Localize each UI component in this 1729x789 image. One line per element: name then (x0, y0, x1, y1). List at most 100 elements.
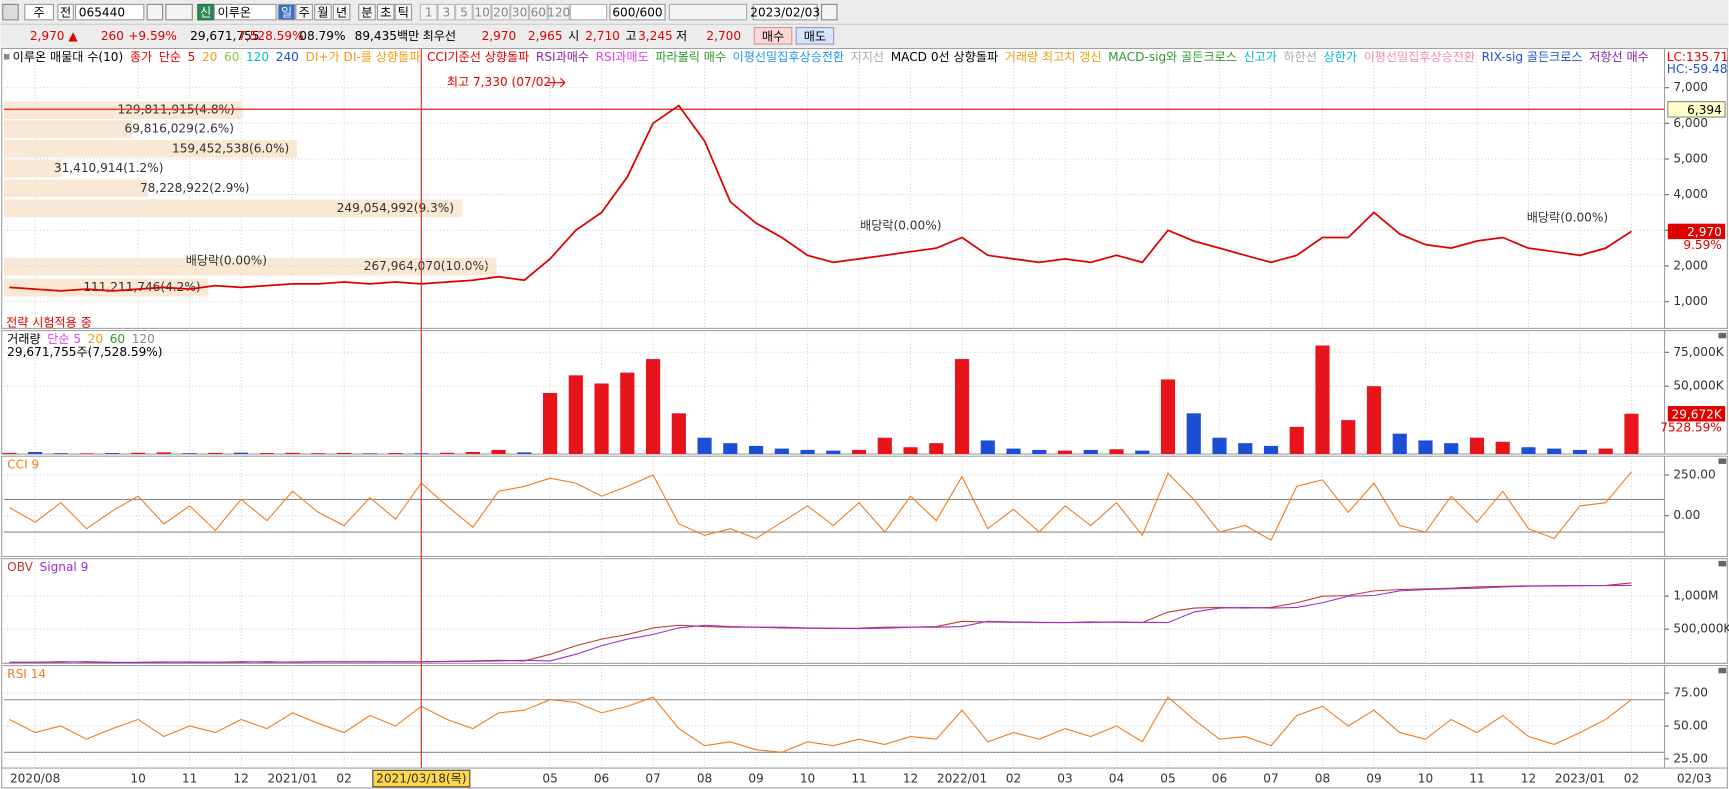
y-tick-label: 75,000K (1673, 345, 1724, 359)
legend-item: DI+가 DI-를 상향돌파 (306, 50, 421, 64)
x-tick-label: 11 (1469, 772, 1484, 786)
prefix-select-box[interactable] (57, 3, 74, 21)
search-icon[interactable] (146, 3, 164, 21)
panel-frame (1, 558, 1728, 664)
volume-bar (311, 453, 326, 455)
volume-profile-band (3, 278, 209, 297)
x-tick-label: 07 (645, 772, 660, 786)
sound-icon[interactable] (165, 3, 193, 21)
legend-item: RSI 14 (7, 667, 46, 681)
minute-button-box[interactable] (547, 3, 570, 21)
interval-button-box[interactable] (376, 3, 395, 21)
quote-open-label: 시 (568, 29, 579, 43)
legend-item: 신고가 (1243, 50, 1276, 64)
volume-bar (748, 445, 764, 455)
stock-code-box[interactable] (74, 3, 145, 21)
interval-button-box[interactable] (332, 3, 351, 21)
volume-bar (594, 383, 609, 455)
last-value-box (1667, 406, 1726, 422)
volume-bar (1212, 437, 1227, 455)
volume-bar (1238, 443, 1253, 455)
annotation: 배당락(0.00%) (860, 218, 941, 232)
legend-item: 60 (224, 50, 239, 64)
volume-bar (234, 452, 249, 455)
y-tick-label: 1,000M (1673, 589, 1718, 603)
interval-button: 분 (361, 6, 372, 20)
volume-bar (440, 452, 455, 455)
volume-bar (877, 437, 892, 455)
minute-button-box[interactable] (528, 3, 548, 21)
minute-button-box[interactable] (455, 3, 473, 21)
interval-button: 월 (317, 6, 328, 20)
volume-bar (131, 452, 146, 455)
volume-bar (1366, 386, 1382, 455)
market-badge-box[interactable] (197, 3, 214, 21)
volume-bar (105, 453, 120, 455)
minute-button-box[interactable] (419, 3, 438, 21)
volume-bar (156, 452, 171, 455)
query-date-box[interactable] (752, 3, 818, 21)
minute-button: 1 (425, 6, 433, 20)
minute-button: 5 (460, 6, 468, 20)
volume-profile-label: 69,816,029(2.6%) (124, 121, 234, 135)
minute-button-box[interactable] (437, 3, 456, 21)
x-tick-label: 11 (182, 772, 197, 786)
y-tick-label: 7,000 (1673, 80, 1708, 94)
legend-item: 파라볼릭 매수 (655, 50, 726, 64)
y-tick-label: 50.00 (1673, 719, 1708, 733)
interval-button-box[interactable] (277, 3, 296, 21)
minute-button-box[interactable] (510, 3, 529, 21)
volume-bar (1392, 433, 1407, 455)
x-tick-label: 09 (748, 772, 763, 786)
dropdown[interactable] (569, 3, 608, 21)
y-tick-label: 6,000 (1673, 116, 1708, 130)
legend-item: 단순 5 (47, 332, 81, 346)
menu-icon[interactable] (2, 3, 19, 21)
volume-bar (28, 451, 43, 455)
legend-item: 120 (132, 332, 155, 346)
interval-button-box[interactable] (314, 3, 332, 21)
volume-profile-label: 159,452,538(6.0%) (172, 141, 289, 155)
legend-item: 60 (110, 332, 125, 346)
volume-bar (774, 448, 789, 455)
crosshair-date-box (372, 769, 471, 788)
panel-frame (1, 455, 1728, 558)
minute-button: 60 (531, 6, 546, 20)
tool-icons[interactable] (668, 3, 748, 21)
interval-button: 틱 (398, 6, 409, 20)
interval-button-box[interactable] (394, 3, 413, 21)
calendar-icon[interactable] (820, 3, 838, 21)
minute-button-box[interactable] (491, 3, 511, 21)
legend-item: 거래량 (7, 332, 40, 346)
panel-close[interactable] (1718, 332, 1727, 339)
legend-item: 120 (246, 50, 269, 64)
volume-bar (1006, 448, 1021, 455)
sell-button-box[interactable] (795, 26, 835, 45)
period-select-box[interactable] (24, 3, 55, 21)
volume-profile-label: 111,211,746(4.2%) (83, 280, 200, 294)
stock-name-box[interactable] (213, 3, 277, 21)
volume-bar (851, 449, 867, 455)
annotation: 배당락(0.00%) (186, 254, 267, 268)
panel-close[interactable] (1718, 560, 1727, 567)
interval-button-box[interactable] (295, 3, 313, 21)
panel-close[interactable] (1718, 667, 1727, 674)
content: 주 전 065440 신 이루온 일 주 월 년 분 초 틱 1 3 5 10 20 30 60 120 600/600… (1, 3, 1729, 789)
series-line (9, 471, 1632, 541)
x-tick-label: 2021/01 (267, 772, 317, 786)
volume-bar (1289, 426, 1304, 455)
bar-count-box[interactable] (609, 3, 666, 21)
x-tick-label: 12 (903, 772, 918, 786)
buy-button-box[interactable] (753, 26, 793, 45)
series-line (9, 696, 1632, 753)
quote-bid: 2,965 (528, 29, 563, 43)
quote-high: 3,245 (638, 29, 673, 43)
minute-button-box[interactable] (472, 3, 492, 21)
volume-bar (954, 359, 970, 455)
volume-bar (2, 452, 17, 455)
interval-button-box[interactable] (358, 3, 376, 21)
quote-open: 2,710 (585, 29, 620, 43)
panel-close[interactable] (1718, 458, 1727, 464)
indicator-lc: LC:135.71 (1667, 50, 1729, 64)
minute-button: 120 (547, 6, 570, 20)
